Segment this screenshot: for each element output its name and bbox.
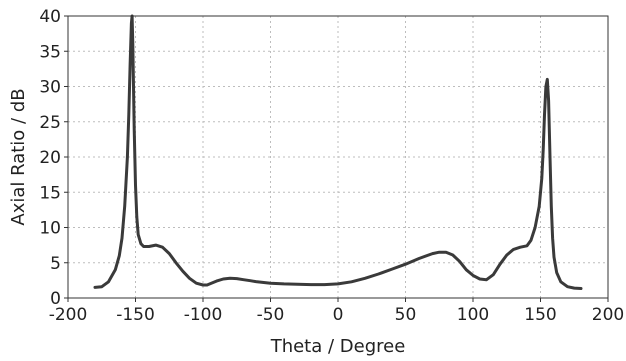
y-tick-label: 0	[50, 289, 61, 309]
x-tick-label: 150	[524, 305, 556, 325]
y-axis-title: Axial Ratio / dB	[8, 88, 29, 225]
y-tick-label: 5	[50, 254, 61, 274]
axial-ratio-line	[93, 14, 583, 290]
x-tick-label: -100	[184, 305, 223, 325]
grid	[68, 16, 608, 298]
x-tick-label: -200	[49, 305, 88, 325]
x-axis-title: Theta / Degree	[270, 336, 406, 357]
x-tick-label: -150	[116, 305, 155, 325]
x-tick-label: 50	[395, 305, 417, 325]
y-tick-label: 25	[39, 113, 61, 133]
x-tick-label: -50	[257, 305, 285, 325]
y-tick-label: 20	[39, 148, 61, 168]
y-axis-ticks: 0 5 10 15 20 25 30 35 40	[39, 7, 68, 309]
y-tick-label: 10	[39, 219, 61, 239]
x-tick-label: 200	[592, 305, 624, 325]
y-tick-label: 35	[39, 42, 61, 62]
x-axis-ticks: -200 -150 -100 -50 0 50 100 150 200	[49, 298, 624, 325]
x-tick-label: 100	[457, 305, 489, 325]
y-tick-label: 15	[39, 183, 61, 203]
x-tick-label: 0	[333, 305, 344, 325]
y-tick-label: 40	[39, 7, 61, 27]
y-tick-label: 30	[39, 78, 61, 98]
